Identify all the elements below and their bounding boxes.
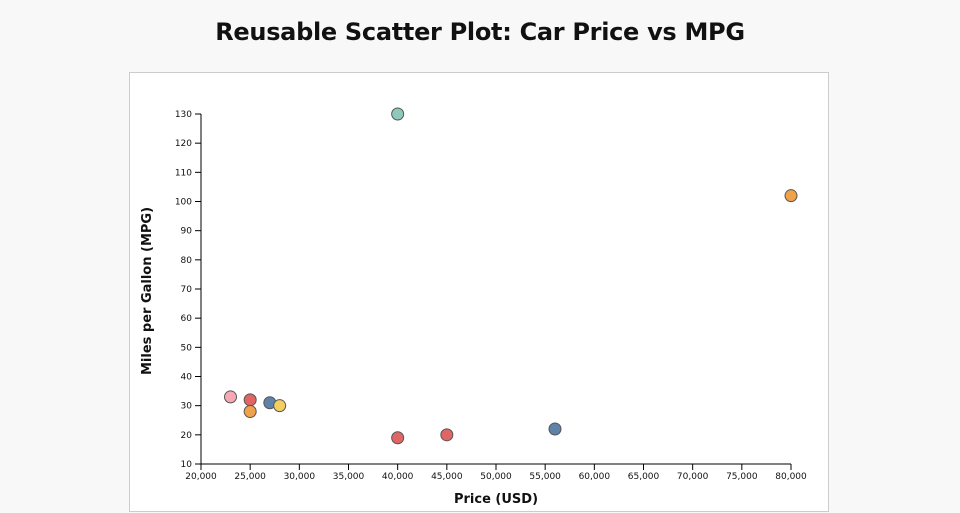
y-tick-label: 100 bbox=[175, 198, 192, 208]
y-tick-label: 50 bbox=[181, 343, 193, 353]
y-tick-label: 40 bbox=[181, 373, 193, 383]
x-tick-label: 80,000 bbox=[775, 472, 807, 482]
x-tick-label: 60,000 bbox=[579, 472, 611, 482]
x-tick-label: 65,000 bbox=[628, 472, 660, 482]
x-tick-label: 25,000 bbox=[234, 472, 266, 482]
x-tick-label: 40,000 bbox=[382, 472, 414, 482]
chart-card: 20,000 25,000 30,000 35,000 40,000 45,000 50,0… bbox=[129, 72, 829, 512]
data-point[interactable] bbox=[391, 107, 405, 121]
data-point[interactable] bbox=[224, 390, 237, 404]
x-tick-label: 50,000 bbox=[480, 472, 512, 482]
y-tick-label: 10 bbox=[181, 460, 193, 470]
data-points bbox=[224, 107, 798, 445]
data-point[interactable] bbox=[391, 431, 405, 445]
data-point[interactable] bbox=[440, 428, 454, 442]
data-point[interactable] bbox=[273, 399, 287, 413]
y-axis-title: Miles per Gallon (MPG) bbox=[140, 207, 155, 375]
x-tick-label: 70,000 bbox=[677, 472, 709, 482]
x-tick-label: 20,000 bbox=[185, 472, 217, 482]
y-tick-label: 130 bbox=[175, 110, 192, 120]
y-axis: 10 20 30 40 50 60 70 80 90 100 110 120 130 bbox=[175, 110, 202, 470]
y-tick-label: 80 bbox=[181, 256, 193, 266]
y-tick-label: 20 bbox=[181, 431, 193, 441]
y-tick-label: 30 bbox=[181, 402, 193, 412]
data-point[interactable] bbox=[548, 422, 562, 436]
y-tick-label: 110 bbox=[175, 168, 192, 178]
y-tick-label: 90 bbox=[181, 227, 193, 237]
x-tick-label: 35,000 bbox=[333, 472, 365, 482]
page-title: Reusable Scatter Plot: Car Price vs MPG bbox=[215, 18, 745, 46]
y-tick-label: 60 bbox=[181, 314, 193, 324]
y-tick-label: 120 bbox=[175, 139, 192, 149]
y-tick-label: 70 bbox=[181, 285, 193, 295]
data-point[interactable] bbox=[243, 405, 257, 418]
x-tick-label: 30,000 bbox=[284, 472, 316, 482]
scatter-plot: 20,000 25,000 30,000 35,000 40,000 45,000 50,0… bbox=[140, 107, 807, 507]
x-tick-label: 45,000 bbox=[431, 472, 463, 482]
x-axis: 20,000 25,000 30,000 35,000 40,000 45,000 50,0… bbox=[185, 463, 807, 482]
x-tick-label: 75,000 bbox=[726, 472, 758, 482]
data-point[interactable] bbox=[784, 189, 798, 203]
x-tick-label: 55,000 bbox=[529, 472, 561, 482]
data-point[interactable] bbox=[243, 393, 257, 407]
